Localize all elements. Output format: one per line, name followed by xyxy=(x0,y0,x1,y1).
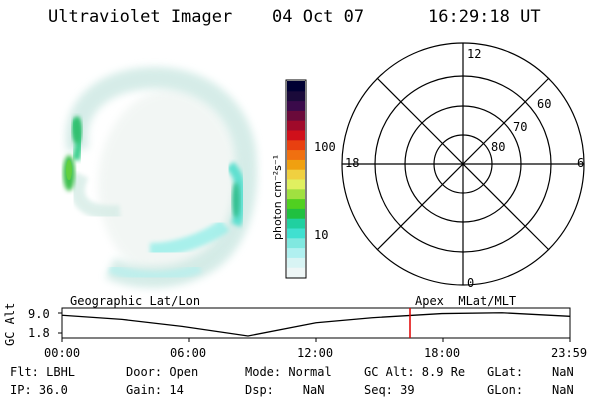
colorbar-segment xyxy=(287,228,305,239)
gc-alt-axis-label: GC Alt xyxy=(3,302,17,346)
geographic-label: Geographic Lat/Lon xyxy=(70,294,201,308)
time-tick-1800: 18:00 xyxy=(424,346,461,360)
gain-info: Gain: 14 xyxy=(126,383,184,397)
colorbar-segment xyxy=(287,139,305,151)
colorbar-segment xyxy=(287,149,305,160)
colorbar-segment xyxy=(287,169,305,180)
colorbar-tick-100: 100 xyxy=(314,140,336,154)
colorbar-segment xyxy=(287,110,305,121)
lat-label-70: 70 xyxy=(513,120,528,134)
gc-alt-tick-low: 1.8 xyxy=(28,326,50,340)
mlt-label-6: 6 xyxy=(577,156,585,170)
colorbar-segment xyxy=(287,188,305,200)
polar-grid xyxy=(341,42,585,286)
mlt-label-0: 0 xyxy=(467,276,475,290)
colorbar-segment xyxy=(287,247,305,258)
glon-info: GLon: NaN xyxy=(487,383,574,397)
date-label: 04 Oct 07 xyxy=(272,7,365,27)
time-tick-1200: 12:00 xyxy=(297,346,334,360)
time-tick-0600: 06:00 xyxy=(170,346,207,360)
ip-info: IP: 36.0 xyxy=(10,383,68,397)
time-label: 16:29:18 UT xyxy=(428,7,541,27)
colorbar-segment xyxy=(287,208,305,219)
filter-info: Flt: LBHL xyxy=(10,365,76,379)
lat-label-80: 80 xyxy=(491,140,506,154)
timeline-plot xyxy=(58,307,571,342)
apex-label: Apex MLat/MLT xyxy=(415,294,517,308)
colorbar-segment xyxy=(287,100,305,111)
colorbar-unit-label: photon cm⁻²s⁻¹ xyxy=(271,155,284,240)
lat-label-60: 60 xyxy=(537,97,552,111)
colorbar xyxy=(285,79,307,279)
colorbar-segment xyxy=(287,81,305,92)
mlt-label-18: 18 xyxy=(345,156,360,170)
colorbar-segment xyxy=(287,237,305,249)
time-tick-0000: 00:00 xyxy=(44,346,81,360)
time-tick-2359: 23:59 xyxy=(551,346,588,360)
colorbar-segment xyxy=(287,218,305,229)
gc-alt-tick-high: 9.0 xyxy=(28,307,50,321)
mode-info: Mode: Normal xyxy=(245,365,332,379)
colorbar-segment xyxy=(287,257,305,268)
door-info: Door: Open xyxy=(126,365,199,379)
dsp-info: Dsp: NaN xyxy=(245,383,325,397)
colorbar-segment xyxy=(287,130,305,141)
colorbar-segment xyxy=(287,159,305,170)
instrument-title: Ultraviolet Imager xyxy=(48,7,233,27)
seq-info: Seq: 39 xyxy=(364,383,415,397)
gc-alt-curve xyxy=(61,312,571,337)
colorbar-tick-10: 10 xyxy=(314,228,329,242)
glat-info: GLat: NaN xyxy=(487,365,574,379)
auroral-image xyxy=(63,66,258,288)
colorbar-segment xyxy=(287,267,305,278)
mlt-label-12: 12 xyxy=(467,47,482,61)
colorbar-segment xyxy=(287,179,305,190)
gc-alt-info: GC Alt: 8.9 Re xyxy=(364,365,466,379)
colorbar-segment xyxy=(287,120,305,131)
colorbar-segment xyxy=(287,198,305,209)
colorbar-segment xyxy=(287,90,305,102)
